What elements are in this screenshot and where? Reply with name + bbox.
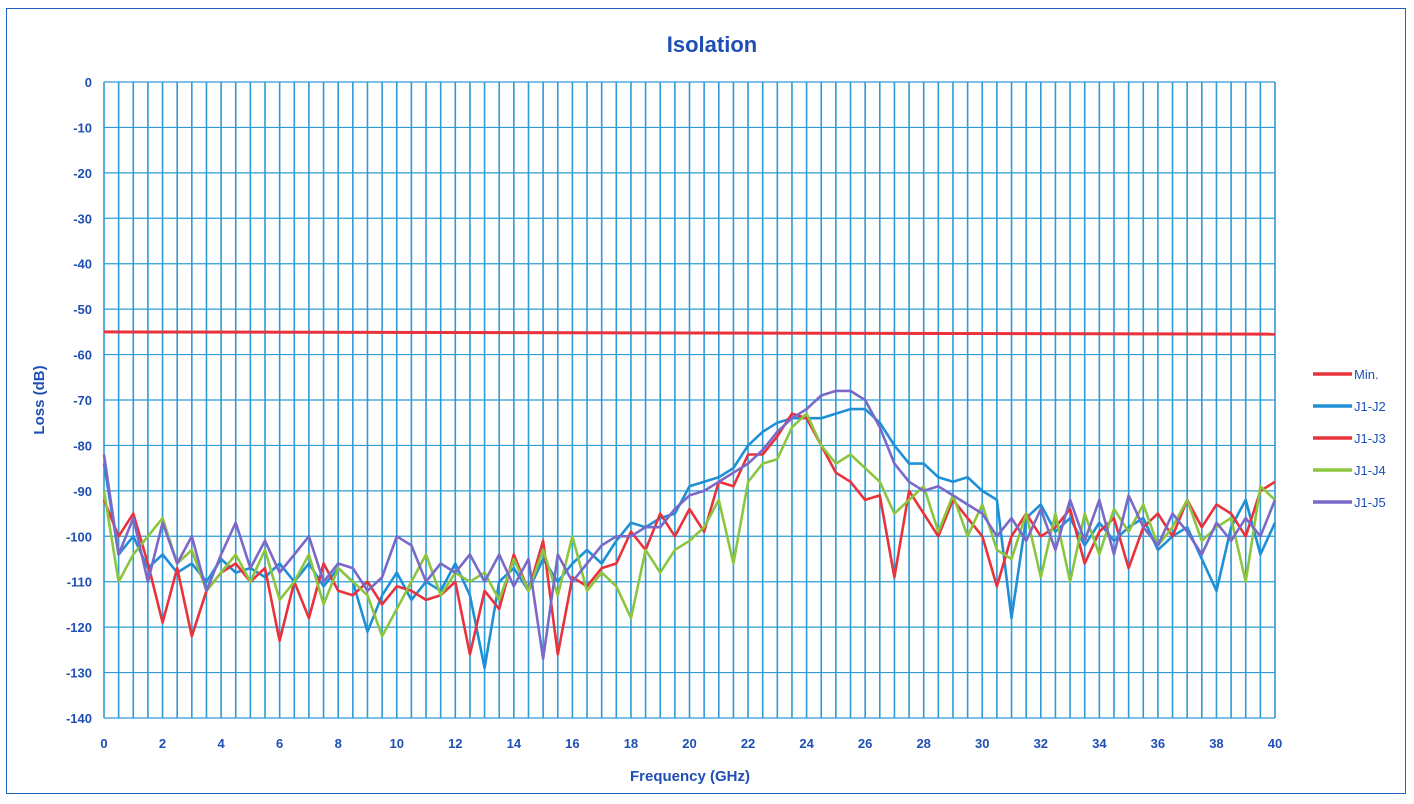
x-tick-label: 4: [217, 736, 225, 751]
x-tick-label: 36: [1151, 736, 1165, 751]
y-tick-label: -100: [66, 529, 92, 544]
x-tick-label: 22: [741, 736, 755, 751]
legend-label: J1-J2: [1354, 399, 1386, 414]
x-axis-title: Frequency (GHz): [630, 768, 750, 785]
x-tick-label: 34: [1092, 736, 1107, 751]
x-tick-label: 8: [335, 736, 342, 751]
x-tick-label: 10: [390, 736, 404, 751]
legend-label: J1-J4: [1354, 463, 1386, 478]
legend-label: J1-J5: [1354, 495, 1386, 510]
x-tick-label: 12: [448, 736, 462, 751]
x-tick-label: 26: [858, 736, 872, 751]
x-tick-label: 38: [1209, 736, 1223, 751]
y-tick-label: -130: [66, 666, 92, 681]
x-tick-label: 30: [975, 736, 989, 751]
y-tick-label: -90: [73, 484, 92, 499]
chart-grid: [103, 81, 1276, 719]
series-line-j1-j4: [102, 412, 1276, 638]
x-tick-label: 28: [916, 736, 930, 751]
x-axis-ticks: 0 2 4 6 8 10 12 14 16 18 20 22 24 26 28 30 32 34 36 38 40: [100, 736, 1282, 751]
x-tick-label: 14: [507, 736, 522, 751]
chart-legend: Min. J1-J2 J1-J3 J1-J4 J1-J5: [1313, 367, 1386, 510]
y-tick-label: 0: [85, 75, 92, 90]
y-tick-label: -20: [73, 166, 92, 181]
y-tick-label: -60: [73, 348, 92, 363]
x-tick-label: 18: [624, 736, 638, 751]
x-tick-label: 16: [565, 736, 579, 751]
y-tick-label: -10: [73, 120, 92, 135]
y-tick-label: -110: [67, 575, 92, 590]
y-axis-title: Loss (dB): [31, 365, 48, 434]
x-tick-label: 40: [1268, 736, 1282, 751]
x-tick-label: 2: [159, 736, 166, 751]
series-line-j1-j5: [102, 389, 1277, 661]
x-tick-label: 20: [682, 736, 696, 751]
y-tick-label: -30: [73, 211, 92, 226]
y-tick-label: -40: [73, 257, 92, 272]
x-tick-label: 24: [799, 736, 814, 751]
y-tick-label: -70: [73, 393, 92, 408]
y-axis-ticks: 0 -10 -20 -30 -40 -50 -60 -70 -80 -90 -100 -110 -120…: [66, 75, 92, 726]
y-tick-label: -50: [73, 302, 92, 317]
series-line-min: [103, 330, 1276, 336]
x-tick-label: 0: [100, 736, 107, 751]
series-line-j1-j3: [102, 412, 1276, 656]
chart-title: Isolation: [667, 32, 757, 57]
y-tick-label: -120: [66, 620, 92, 635]
legend-label: J1-J3: [1354, 431, 1386, 446]
y-tick-label: -80: [73, 438, 92, 453]
y-tick-label: -140: [66, 711, 92, 726]
chart-series: [102, 330, 1277, 670]
legend-label: Min.: [1354, 367, 1379, 382]
x-tick-label: 32: [1034, 736, 1048, 751]
x-tick-label: 6: [276, 736, 283, 751]
